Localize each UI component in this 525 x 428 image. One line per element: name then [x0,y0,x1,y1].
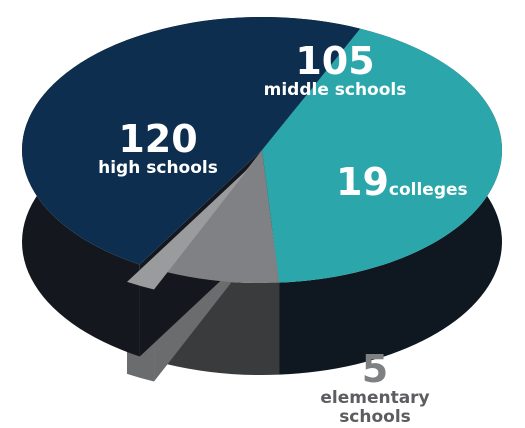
colleges-slice [166,150,280,283]
elementary-schools-value: 5 [361,347,389,391]
high-schools-label: 120 high schools [78,120,238,177]
middle-schools-slice [262,28,503,283]
colleges-text: colleges [388,180,468,200]
middle-schools-text: middle schools [263,80,407,100]
colleges-value: 19 [336,160,389,204]
elementary-schools-line2: schools [339,407,411,427]
middle-schools-label: 105 middle schools [250,42,420,99]
colleges-label: 19colleges [336,163,468,201]
high-schools-text: high schools [98,158,218,178]
elementary-schools-line1: elementary [320,388,430,408]
high-schools-slice [21,16,361,265]
elementary-schools-label: 5 elementary schools [305,350,445,426]
high-schools-value: 120 [118,117,198,161]
elementary-schools-slice [127,167,250,290]
middle-schools-value: 105 [295,39,375,83]
